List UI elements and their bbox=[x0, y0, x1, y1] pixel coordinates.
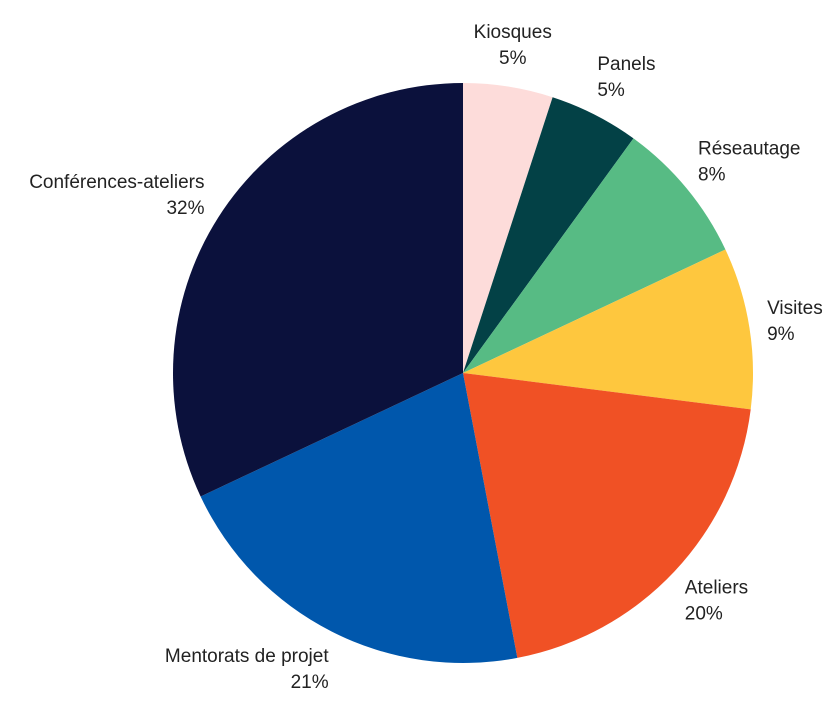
slice-value-label: 5% bbox=[597, 80, 625, 101]
slice-label: Visites bbox=[767, 298, 823, 319]
pie-slice bbox=[463, 249, 753, 410]
slice-value-label: 8% bbox=[698, 164, 726, 185]
pie-slice bbox=[463, 83, 553, 373]
pie-slice bbox=[463, 373, 751, 658]
pie-slice bbox=[463, 138, 726, 373]
slice-value-label: 21% bbox=[291, 672, 329, 693]
slice-label: Panels bbox=[597, 54, 655, 75]
pie-slice bbox=[200, 373, 518, 663]
slice-value-label: 32% bbox=[166, 198, 204, 219]
slice-value-label: 20% bbox=[685, 603, 723, 624]
pie-slice bbox=[463, 97, 634, 374]
slice-value-label: 5% bbox=[499, 48, 527, 69]
slice-label: Réseautage bbox=[698, 138, 800, 159]
pie-slice bbox=[172, 83, 463, 497]
slice-label: Ateliers bbox=[685, 577, 748, 598]
slice-label: Conférences-ateliers bbox=[29, 172, 204, 193]
slice-label: Kiosques bbox=[474, 22, 552, 43]
slice-value-label: 9% bbox=[767, 324, 795, 345]
slice-label: Mentorats de projet bbox=[165, 646, 329, 667]
